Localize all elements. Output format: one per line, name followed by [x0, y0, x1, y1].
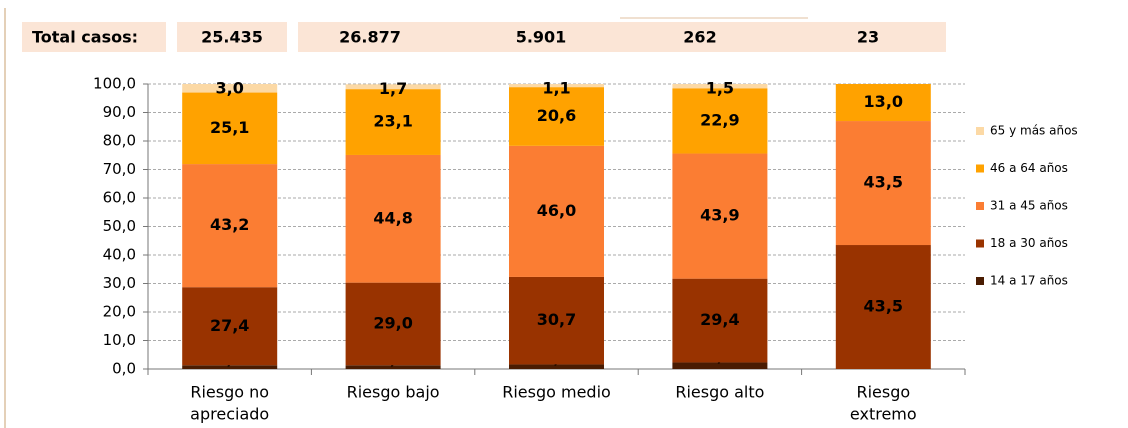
- y-tick-label: 80,0: [103, 132, 136, 150]
- header-box: [22, 22, 166, 52]
- y-tick-label: 50,0: [103, 217, 136, 235]
- total-value: 25.435: [201, 28, 263, 47]
- bar-segment: [509, 145, 604, 277]
- data-label: 43,9: [700, 206, 739, 225]
- total-value: 23: [857, 28, 879, 47]
- data-label: 29,4: [700, 310, 739, 329]
- data-label: 43,5: [864, 297, 903, 316]
- y-tick-label: 90,0: [103, 103, 136, 121]
- data-label: 20,6: [537, 106, 576, 125]
- legend-swatch: [976, 202, 984, 210]
- bar-segment: [672, 153, 768, 279]
- bar-segment: [345, 84, 441, 90]
- y-tick-label: 30,0: [103, 274, 136, 292]
- data-label: 22,9: [700, 110, 739, 129]
- bar-segment: [672, 84, 768, 89]
- legend-label: 18 a 30 años: [990, 236, 1068, 250]
- bar-segment: [509, 276, 604, 365]
- bar-segment: [345, 154, 441, 283]
- y-tick-label: 40,0: [103, 246, 136, 264]
- data-label: 25,1: [210, 118, 249, 137]
- data-label: 3,0: [216, 79, 244, 98]
- bar-segment: [182, 164, 278, 288]
- data-label: 1,7: [379, 79, 407, 98]
- bar-segment: [835, 121, 931, 246]
- y-tick-label: 20,0: [103, 303, 136, 321]
- bar-segment: [672, 88, 768, 154]
- data-label: 46,0: [537, 201, 576, 220]
- legend-label: 14 a 17 años: [990, 274, 1068, 288]
- legend-swatch: [976, 127, 984, 135]
- bar-segment: [182, 92, 278, 165]
- header-box: [177, 22, 287, 52]
- x-tick-label: apreciado: [190, 405, 269, 424]
- x-tick-label: Riesgo: [856, 383, 910, 402]
- data-label: 43,2: [210, 215, 249, 234]
- bar-segment: [345, 282, 441, 366]
- data-label: 30,7: [537, 310, 576, 329]
- bar-segment: [672, 362, 768, 369]
- header-box: [298, 22, 946, 52]
- data-label: 27,4: [210, 316, 249, 335]
- bar-segment: [509, 87, 604, 146]
- y-tick-label: 60,0: [103, 189, 136, 207]
- bar-segment: [509, 364, 604, 369]
- total-value: 262: [683, 28, 716, 47]
- total-value: 26.877: [339, 28, 401, 47]
- bar-segment: [182, 365, 278, 369]
- legend-swatch: [976, 277, 984, 285]
- bar-segment: [345, 89, 441, 155]
- data-label: 23,1: [373, 112, 412, 131]
- bar-segment: [509, 84, 604, 88]
- data-label: 29,0: [373, 313, 412, 332]
- y-tick-label: 10,0: [103, 331, 136, 349]
- x-tick-label: Riesgo no: [190, 383, 269, 402]
- y-tick-label: 100,0: [93, 75, 136, 93]
- total-value: 5.901: [516, 28, 567, 47]
- bar-segment: [835, 245, 931, 369]
- y-tick-label: 70,0: [103, 160, 136, 178]
- legend-swatch: [976, 239, 984, 248]
- data-label: 1,1: [542, 79, 570, 98]
- data-label: 43,5: [864, 173, 903, 192]
- x-tick-label: Riesgo alto: [675, 383, 764, 402]
- bar-segment: [182, 287, 278, 366]
- legend-label: 46 a 64 años: [990, 161, 1068, 175]
- legend-label: 31 a 45 años: [990, 199, 1068, 213]
- data-label: 44,8: [373, 208, 412, 227]
- x-tick-label: Riesgo medio: [502, 383, 611, 402]
- bar-segment: [345, 365, 441, 369]
- x-tick-label: Riesgo bajo: [347, 383, 440, 402]
- bar-segment: [672, 278, 768, 363]
- bar-segment: [835, 84, 931, 122]
- bar-segment: [182, 84, 278, 93]
- legend-swatch: [976, 164, 984, 173]
- legend-label: 65 y más años: [990, 124, 1078, 138]
- data-label: 1,5: [706, 79, 734, 98]
- data-label: 13,0: [864, 92, 903, 111]
- total-label: Total casos:: [32, 28, 138, 47]
- x-tick-label: extremo: [850, 405, 917, 424]
- y-tick-label: 0,0: [112, 360, 136, 378]
